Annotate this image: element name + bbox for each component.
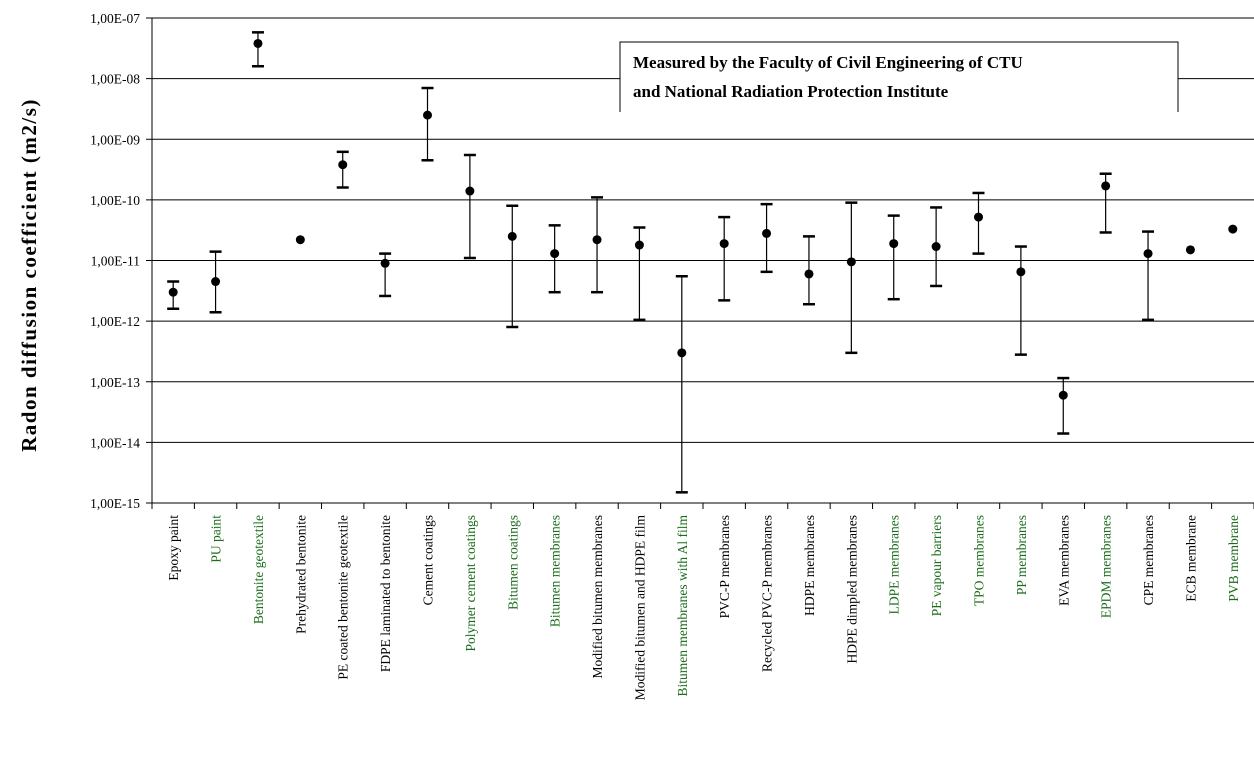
- data-point: [507, 231, 517, 241]
- data-point: [1143, 249, 1153, 259]
- category-label: PVC-P membranes: [717, 515, 732, 618]
- data-point: [253, 38, 263, 48]
- category-label: Bitumen coatings: [505, 515, 520, 610]
- data-point: [804, 269, 814, 279]
- category-label: HDPE dimpled membranes: [844, 515, 859, 663]
- category-label: PP membranes: [1014, 515, 1029, 595]
- data-point: [1058, 390, 1068, 400]
- data-point: [1228, 224, 1238, 234]
- y-tick-label: 1,00E-13: [90, 375, 140, 390]
- category-label: TPO membranes: [972, 515, 987, 606]
- annotation-line-1: Measured by the Faculty of Civil Enginee…: [633, 53, 1023, 72]
- y-tick-label: 1,00E-11: [91, 254, 140, 269]
- x-tick-labels: Epoxy paint PU paint Bentonite geotextile P…: [166, 515, 1241, 701]
- data-point: [889, 239, 899, 249]
- annotation-box: Measured by the Faculty of Civil Enginee…: [619, 41, 1179, 112]
- data-point: [1101, 181, 1111, 191]
- category-label: HDPE membranes: [802, 515, 817, 616]
- category-label: FDPE laminated to bentonite: [378, 515, 393, 672]
- category-label: ECB membrane: [1183, 515, 1198, 602]
- category-label: Bitumen membranes: [548, 515, 563, 627]
- data-point: [295, 235, 305, 245]
- category-label: Modified bitumen membranes: [590, 515, 605, 678]
- category-label: CPE membranes: [1141, 515, 1156, 605]
- data-point: [168, 287, 178, 297]
- data-point: [1016, 267, 1026, 277]
- category-label: Bentonite geotextile: [251, 515, 266, 624]
- y-tick-label: 1,00E-15: [90, 496, 140, 511]
- y-tick-label: 1,00E-07: [90, 11, 140, 26]
- category-label: Cement coatings: [421, 515, 436, 605]
- data-point: [465, 186, 475, 196]
- y-tick-labels: 1,00E-07 1,00E-08 1,00E-09 1,00E-10 1,00E-11…: [90, 11, 140, 511]
- y-tick-label: 1,00E-14: [90, 435, 140, 450]
- data-point: [762, 228, 772, 238]
- data-marks: [167, 31, 1238, 494]
- annotation-border: [619, 41, 1179, 112]
- category-label: EPDM membranes: [1099, 515, 1114, 618]
- category-label: PVB membrane: [1226, 515, 1241, 602]
- y-axis-label: Radon diffusion coefficient (m2/s): [17, 98, 41, 452]
- category-label: Prehydrated bentonite: [293, 515, 308, 634]
- y-tick-label: 1,00E-10: [90, 193, 140, 208]
- data-point: [634, 240, 644, 250]
- data-point: [380, 258, 390, 268]
- category-label: PU paint: [209, 515, 224, 563]
- data-point: [846, 257, 856, 267]
- data-point: [338, 160, 348, 170]
- category-label: Recycled PVC-P membranes: [760, 515, 775, 672]
- annotation-background: [620, 42, 1178, 112]
- category-label: Bitumen membranes with Al film: [675, 515, 690, 697]
- gridlines: [152, 17, 1254, 443]
- category-label: PE coated bentonite geotextile: [336, 515, 351, 680]
- category-label: Epoxy paint: [166, 515, 181, 581]
- data-point: [592, 235, 602, 245]
- data-point: [1185, 245, 1195, 255]
- annotation-line-2: and National Radiation Protection Instit…: [633, 82, 949, 101]
- category-label: LDPE membranes: [887, 515, 902, 614]
- y-tick-label: 1,00E-12: [90, 314, 140, 329]
- y-tick-label: 1,00E-09: [90, 132, 140, 147]
- data-point: [211, 277, 221, 287]
- y-tick-label: 1,00E-08: [90, 72, 140, 87]
- data-point: [974, 212, 983, 222]
- data-point: [719, 239, 729, 249]
- category-label: Modified bitumen and HDPE film: [632, 515, 647, 701]
- data-point: [931, 242, 941, 252]
- axes: [146, 17, 1254, 509]
- data-point: [677, 348, 687, 358]
- data-point: [423, 110, 432, 120]
- data-point: [550, 249, 560, 259]
- category-label: EVA membranes: [1056, 515, 1071, 606]
- category-label: PE vapour barriers: [929, 515, 944, 616]
- category-label: Polymer cement coatings: [463, 515, 478, 651]
